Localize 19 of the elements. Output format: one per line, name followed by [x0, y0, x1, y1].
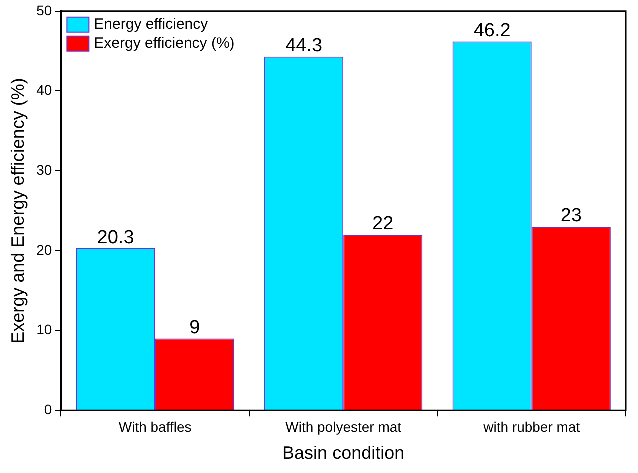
y-tick-label: 10 [36, 322, 52, 338]
x-tick-label: With baffles [118, 418, 192, 435]
data-label: 20.3 [97, 227, 134, 248]
y-tick-label: 50 [36, 2, 52, 18]
x-tick-label: With polyester mat [286, 418, 402, 435]
x-axis-title: Basin condition [282, 443, 405, 464]
data-label: 9 [190, 317, 200, 338]
y-tick-label: 40 [36, 82, 52, 98]
y-tick-label: 30 [36, 162, 52, 178]
legend-label: Exergy efficiency (%) [94, 35, 235, 52]
data-label: 23 [560, 206, 582, 227]
x-tick-label: with rubber mat [482, 418, 580, 435]
data-label: 44.3 [286, 36, 323, 57]
y-axis-title: Exergy and Energy efficiency (%) [8, 78, 28, 344]
data-label: 46.2 [474, 20, 511, 42]
data-label: 22 [372, 214, 394, 235]
y-tick-label: 0 [44, 401, 52, 418]
legend-label: Energy efficiency [94, 16, 209, 34]
y-tick-label: 20 [36, 242, 52, 258]
